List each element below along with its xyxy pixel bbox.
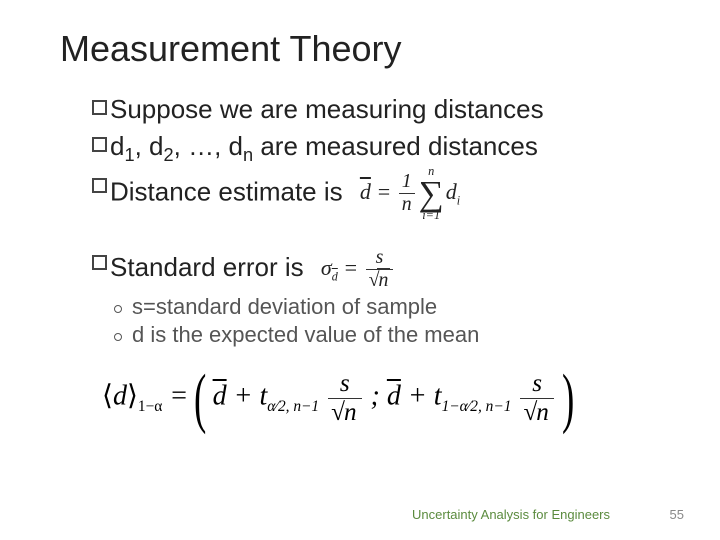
angle-close: ⟩ xyxy=(127,381,138,412)
frac-s-sqrtn: sn xyxy=(366,247,394,292)
dn: , …, d xyxy=(174,131,243,161)
sigma: σ xyxy=(321,255,332,280)
square-bullet-icon xyxy=(92,100,107,115)
sub-bullet-2: d is the expected value of the mean xyxy=(114,322,670,348)
sqrt-icon xyxy=(331,399,342,426)
sum-bot: i=1 xyxy=(422,207,440,224)
eq3: = xyxy=(162,381,195,412)
frac2: sn xyxy=(520,370,553,426)
subn: n xyxy=(243,145,253,165)
frac-1n: 1n xyxy=(399,171,415,216)
num1: 1 xyxy=(399,171,415,194)
square-bullet-icon xyxy=(92,137,107,152)
t2: t xyxy=(434,381,442,412)
sub-2-text: d is the expected value of the mean xyxy=(132,322,479,348)
sub2: 2 xyxy=(164,145,174,165)
semi: ; xyxy=(371,381,387,412)
ci-dbar2: d xyxy=(387,381,401,412)
f1-s: s xyxy=(328,370,361,399)
den-sqrtn: n xyxy=(366,270,394,292)
ring-bullet-icon xyxy=(114,305,122,313)
sum-top: n xyxy=(428,163,434,180)
eq2: = xyxy=(338,255,364,280)
confidence-interval-formula: ⟨d⟩1−α = ( d + tα⁄2, n−1 sn ; d + t1−α⁄2… xyxy=(102,370,670,426)
f2-den: n xyxy=(520,399,553,427)
ci-d: d xyxy=(113,381,127,412)
d2: , d xyxy=(135,131,164,161)
plus1: + xyxy=(227,381,260,412)
d1: d xyxy=(110,131,124,161)
slide: Measurement Theory Suppose we are measur… xyxy=(0,0,720,540)
b4-label: Standard error is xyxy=(110,253,304,283)
sub1: 1 xyxy=(124,145,134,165)
sqrt-n: n xyxy=(377,268,391,291)
f1-den: n xyxy=(328,399,361,427)
b3-label: Distance estimate is xyxy=(110,176,343,206)
f2-s: s xyxy=(520,370,553,399)
bullet-4-text: Standard error is σd = sn xyxy=(110,247,395,292)
slide-title: Measurement Theory xyxy=(60,28,670,70)
bullet-1: Suppose we are measuring distances xyxy=(92,92,670,127)
frac1: sn xyxy=(328,370,361,426)
content-area: Suppose we are measuring distances d1, d… xyxy=(60,92,670,426)
bullet-4: Standard error is σd = sn xyxy=(92,247,670,292)
sum-icon: ∑ni=1 xyxy=(419,170,444,218)
square-bullet-icon xyxy=(92,178,107,193)
bullet-3: Distance estimate is d = 1n∑ni=1di xyxy=(92,170,670,218)
bullet-2-text: d1, d2, …, dn are measured distances xyxy=(110,129,538,168)
footer-page-number: 55 xyxy=(670,507,684,522)
eq1: = xyxy=(371,179,397,204)
f2-n: n xyxy=(534,398,551,426)
stderr-formula: σd = sn xyxy=(321,255,396,280)
bullet-3-text: Distance estimate is d = 1n∑ni=1di xyxy=(110,170,460,218)
t1-sub: α⁄2, n−1 xyxy=(267,398,319,415)
den-n: n xyxy=(399,194,415,216)
sub-bullet-1: s=standard deviation of sample xyxy=(114,294,670,320)
num-s: s xyxy=(366,247,394,270)
f1-n: n xyxy=(342,398,359,426)
sub-1-text: s=standard deviation of sample xyxy=(132,294,437,320)
sqrt-icon xyxy=(369,269,377,291)
bullet-1-text: Suppose we are measuring distances xyxy=(110,92,544,127)
dbar: d xyxy=(360,179,371,204)
t2-sub: 1−α⁄2, n−1 xyxy=(442,398,512,415)
di-d: d xyxy=(446,179,457,204)
ci-dbar1: d xyxy=(213,381,227,412)
ring-bullet-icon xyxy=(114,333,122,341)
di-i: i xyxy=(457,193,460,207)
mean-formula: d = 1n∑ni=1di xyxy=(360,179,460,204)
angle-open: ⟨ xyxy=(102,381,113,412)
ci-sub: 1−α xyxy=(138,398,162,415)
square-bullet-icon xyxy=(92,255,107,270)
plus2: + xyxy=(401,381,434,412)
sqrt-icon xyxy=(523,399,534,426)
rest: are measured distances xyxy=(253,131,538,161)
spacer xyxy=(92,219,670,247)
footer-course: Uncertainty Analysis for Engineers xyxy=(412,507,610,522)
bullet-2: d1, d2, …, dn are measured distances xyxy=(92,129,670,168)
